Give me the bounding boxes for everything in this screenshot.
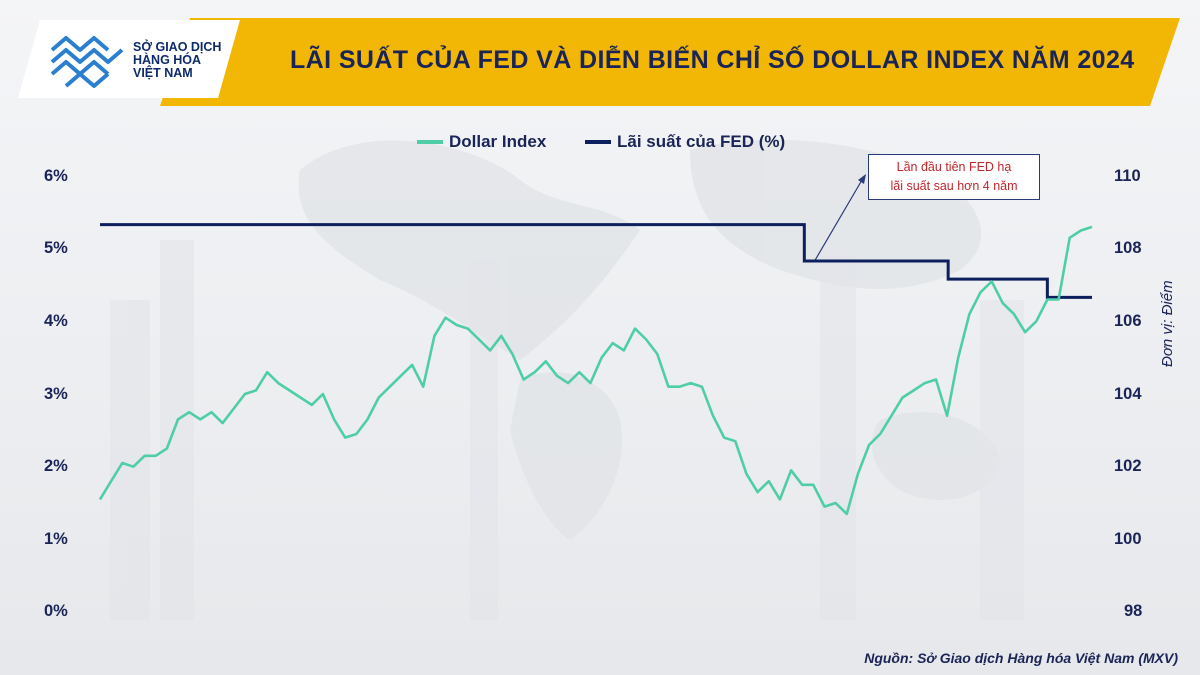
logo-line-1: SỞ GIAO DỊCH [133, 40, 222, 54]
source-note: Nguồn: Sở Giao dịch Hàng hóa Việt Nam (M… [864, 650, 1178, 666]
y-right-tick: 100 [1114, 530, 1142, 548]
logo-panel [18, 20, 240, 98]
y-left-tick: 2% [44, 457, 68, 475]
legend-label-fed-rate: Lãi suất của FED (%) [617, 132, 786, 151]
y-right-tick: 110 [1114, 167, 1141, 185]
legend-swatch-fed-rate [585, 140, 611, 144]
y-left-tick: 6% [44, 167, 68, 185]
y-left-tick: 0% [44, 602, 68, 620]
title-banner [160, 18, 1180, 106]
y-right-tick: 104 [1114, 385, 1142, 403]
annotation-line-1: Lần đầu tiên FED hạ [896, 160, 1012, 174]
annotation-arrow [813, 174, 866, 263]
series-line-dollar-index [98, 225, 1093, 516]
y-right-tick: 98 [1124, 602, 1143, 620]
annotation-line-2: lãi suất sau hơn 4 năm [890, 179, 1018, 193]
legend-swatch-dollar-index [417, 140, 443, 144]
mxv-logo-icon [50, 36, 124, 88]
annotation-box: Lần đầu tiên FED hạ lãi suất sau hơn 4 n… [868, 154, 1040, 200]
y-left-tick: 4% [44, 312, 68, 330]
legend-item-fed-rate: Lãi suất của FED (%) [585, 132, 785, 152]
logo-line-2: HÀNG HÓA [133, 53, 202, 67]
chart-title: LÃI SUẤT CỦA FED VÀ DIỄN BIẾN CHỈ SỐ DOL… [290, 46, 1135, 74]
y-left-tick: 1% [44, 530, 68, 548]
y-right-axis-title: Đơn vị: Điểm [1159, 280, 1176, 367]
series-line-fed-rate [100, 223, 1092, 299]
legend-item-dollar-index: Dollar Index [417, 132, 546, 152]
logo-line-3: VIỆT NAM [133, 66, 193, 80]
y-right-tick: 102 [1114, 457, 1142, 475]
legend-label-dollar-index: Dollar Index [449, 132, 547, 151]
y-right-tick: 108 [1114, 239, 1142, 257]
y-left-tick: 3% [44, 385, 68, 403]
y-right-tick: 106 [1114, 312, 1142, 330]
logo-text: SỞ GIAO DỊCH HÀNG HÓA VIỆT NAM [133, 41, 221, 80]
y-left-tick: 5% [44, 239, 68, 257]
